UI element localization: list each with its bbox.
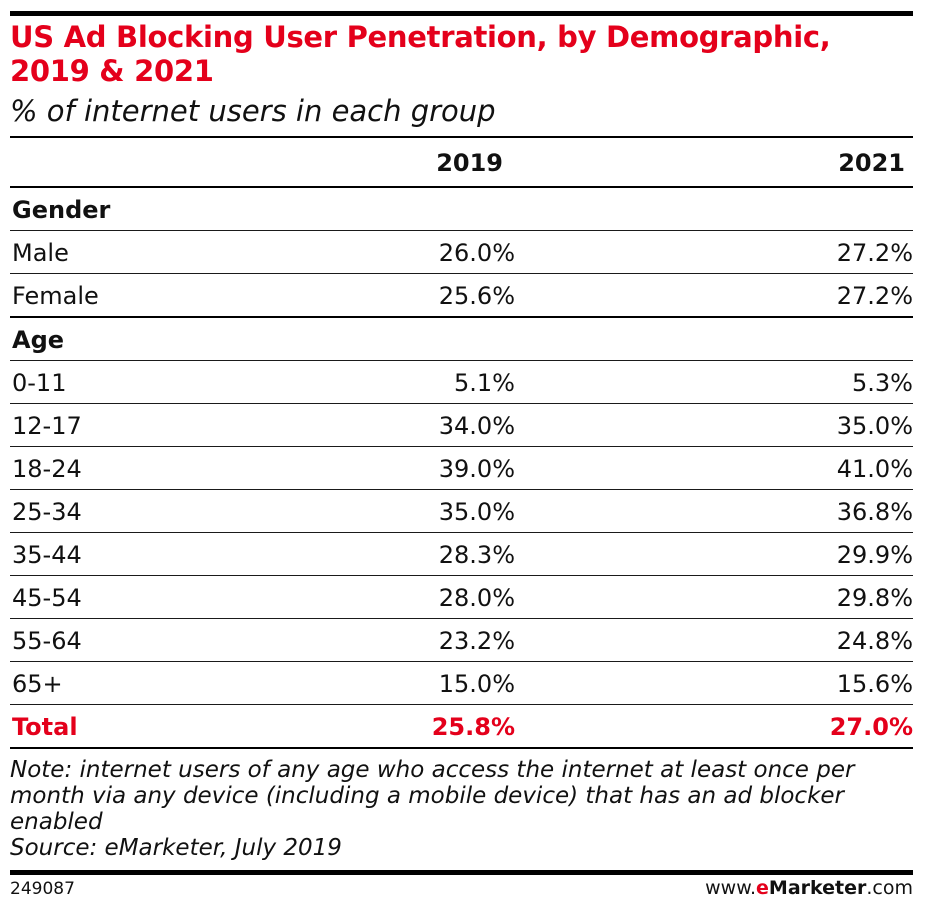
footnotes: Note: internet users of any age who acce… xyxy=(10,757,913,861)
value-2019: 34.0% xyxy=(438,412,515,440)
brand-prefix: www. xyxy=(705,877,757,899)
row-divider xyxy=(10,230,913,231)
source-text: Source: eMarketer, July 2019 xyxy=(10,835,342,861)
total-label: Total xyxy=(12,713,78,741)
total-value-2019: 25.8% xyxy=(431,713,515,741)
row-label: Female xyxy=(12,282,99,310)
row-divider xyxy=(10,532,913,533)
row-divider xyxy=(10,273,913,274)
group-label: Age xyxy=(12,326,65,354)
chart-id: 249087 xyxy=(10,879,75,899)
chart-title: US Ad Blocking User Penetration, by Demo… xyxy=(10,20,831,88)
row-label: 0-11 xyxy=(12,369,67,397)
value-2019: 39.0% xyxy=(438,455,515,483)
row-divider xyxy=(10,489,913,490)
group-divider xyxy=(10,316,913,318)
table-row: 65+ 15.0% 15.6% xyxy=(10,662,913,704)
header-top-rule xyxy=(10,136,913,138)
value-2021: 36.8% xyxy=(836,498,913,526)
value-2019: 25.6% xyxy=(438,282,515,310)
data-table: 2019 2021 Gender Male 26.0% 27.2% Female… xyxy=(10,136,913,749)
row-divider xyxy=(10,618,913,619)
row-divider xyxy=(10,403,913,404)
row-label: 18-24 xyxy=(12,455,82,483)
group-label: Gender xyxy=(12,196,111,224)
value-2019: 28.0% xyxy=(438,584,515,612)
value-2021: 35.0% xyxy=(836,412,913,440)
value-2021: 27.2% xyxy=(836,282,913,310)
row-label: 35-44 xyxy=(12,541,82,569)
table-bottom-rule xyxy=(10,747,913,749)
group-heading-gender: Gender xyxy=(10,188,913,230)
table-row: 55-64 23.2% 24.8% xyxy=(10,619,913,661)
value-2021: 41.0% xyxy=(836,455,913,483)
total-row: Total 25.8% 27.0% xyxy=(10,705,913,747)
row-divider xyxy=(10,575,913,576)
value-2021: 5.3% xyxy=(852,369,913,397)
row-label: 55-64 xyxy=(12,627,82,655)
chart-subtitle: % of internet users in each group xyxy=(10,94,496,128)
value-2019: 23.2% xyxy=(438,627,515,655)
column-header-2019: 2019 xyxy=(436,149,503,177)
row-label: Male xyxy=(12,239,69,267)
header-bottom-rule xyxy=(10,186,913,188)
brand-e: e xyxy=(756,877,769,899)
column-header-2021: 2021 xyxy=(838,149,905,177)
value-2021: 29.9% xyxy=(836,541,913,569)
value-2019: 28.3% xyxy=(438,541,515,569)
row-divider xyxy=(10,661,913,662)
row-divider xyxy=(10,360,913,361)
table-row: Female 25.6% 27.2% xyxy=(10,274,913,316)
value-2021: 27.2% xyxy=(836,239,913,267)
table-row: 12-17 34.0% 35.0% xyxy=(10,404,913,446)
bottom-rule xyxy=(10,870,913,875)
table-row: 18-24 39.0% 41.0% xyxy=(10,447,913,489)
row-label: 12-17 xyxy=(12,412,82,440)
row-divider xyxy=(10,446,913,447)
value-2019: 5.1% xyxy=(454,369,515,397)
brand-suffix: .com xyxy=(866,877,913,899)
row-label: 45-54 xyxy=(12,584,82,612)
row-divider xyxy=(10,704,913,705)
row-label: 25-34 xyxy=(12,498,82,526)
table-row: 25-34 35.0% 36.8% xyxy=(10,490,913,532)
table-row: 35-44 28.3% 29.9% xyxy=(10,533,913,575)
value-2019: 35.0% xyxy=(438,498,515,526)
total-value-2021: 27.0% xyxy=(829,713,913,741)
note-text: Note: internet users of any age who acce… xyxy=(10,757,855,835)
group-heading-age: Age xyxy=(10,318,913,360)
row-label: 65+ xyxy=(12,670,63,698)
column-header-row: 2019 2021 xyxy=(10,138,913,186)
value-2021: 29.8% xyxy=(836,584,913,612)
table-row: Male 26.0% 27.2% xyxy=(10,231,913,273)
value-2019: 26.0% xyxy=(438,239,515,267)
value-2021: 24.8% xyxy=(836,627,913,655)
value-2019: 15.0% xyxy=(438,670,515,698)
table-row: 0-11 5.1% 5.3% xyxy=(10,361,913,403)
brand-rest: Marketer xyxy=(768,877,867,899)
table-row: 45-54 28.0% 29.8% xyxy=(10,576,913,618)
brand-url: www.eMarketer.com xyxy=(705,876,913,900)
top-rule xyxy=(10,11,913,16)
value-2021: 15.6% xyxy=(836,670,913,698)
